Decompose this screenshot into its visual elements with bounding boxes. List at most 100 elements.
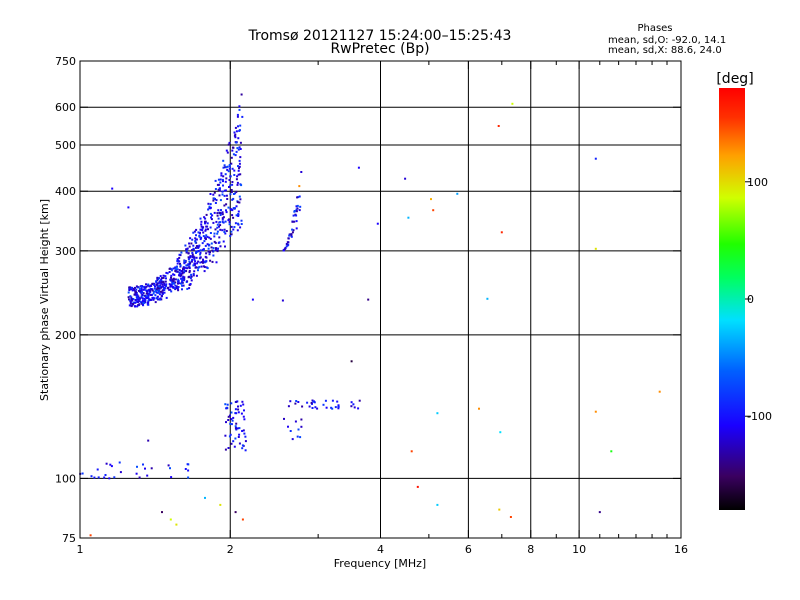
data-point xyxy=(217,183,220,186)
data-point xyxy=(171,286,174,288)
plot-points xyxy=(79,93,661,537)
data-point xyxy=(234,425,237,428)
data-point xyxy=(196,250,199,253)
data-point xyxy=(234,437,237,440)
data-point xyxy=(230,411,233,414)
data-point xyxy=(187,469,190,472)
data-point xyxy=(184,244,187,247)
data-point xyxy=(225,209,227,212)
data-point xyxy=(229,414,231,417)
data-point xyxy=(192,273,195,275)
data-point xyxy=(176,287,179,290)
data-point xyxy=(227,170,230,173)
data-point xyxy=(161,292,164,294)
data-point xyxy=(144,467,146,470)
data-point xyxy=(237,210,240,213)
data-point xyxy=(228,186,230,188)
data-point xyxy=(170,268,173,271)
y-tick-label: 75 xyxy=(62,532,76,545)
data-point xyxy=(160,282,163,285)
y-tick-label: 100 xyxy=(55,472,76,485)
data-point xyxy=(231,183,234,186)
data-point xyxy=(209,259,212,262)
data-point xyxy=(205,213,208,216)
data-point xyxy=(206,222,209,225)
data-point xyxy=(177,282,179,285)
data-point xyxy=(201,229,204,232)
data-point xyxy=(500,231,503,234)
data-point xyxy=(166,272,169,275)
data-point xyxy=(194,241,197,244)
data-point xyxy=(219,245,222,248)
data-point xyxy=(146,474,149,477)
data-point xyxy=(176,258,179,261)
data-point xyxy=(228,179,231,181)
data-point xyxy=(235,178,238,181)
data-point xyxy=(299,436,302,439)
data-point xyxy=(197,245,200,248)
data-point xyxy=(138,298,141,301)
data-point xyxy=(129,302,132,305)
data-point xyxy=(225,211,228,214)
data-point xyxy=(180,251,183,254)
data-point xyxy=(241,430,244,432)
data-point xyxy=(235,141,238,144)
data-point xyxy=(157,298,159,301)
data-point xyxy=(207,228,209,231)
data-point xyxy=(331,399,334,402)
data-point xyxy=(294,402,297,405)
data-point xyxy=(221,217,224,220)
data-point xyxy=(213,191,216,194)
data-point xyxy=(171,281,174,284)
data-point xyxy=(163,287,166,289)
data-point xyxy=(154,285,156,288)
data-point xyxy=(201,248,204,251)
data-point xyxy=(127,296,130,299)
data-point xyxy=(214,188,217,190)
data-point xyxy=(161,289,164,292)
data-point xyxy=(205,225,208,228)
data-point xyxy=(223,194,226,197)
data-point xyxy=(224,434,227,437)
data-point xyxy=(226,168,229,171)
data-point xyxy=(135,472,138,475)
data-point xyxy=(163,289,166,291)
data-point xyxy=(376,222,379,225)
data-point xyxy=(195,274,198,277)
data-point xyxy=(155,289,157,292)
data-point xyxy=(232,440,235,443)
data-point xyxy=(172,273,175,276)
data-point xyxy=(313,401,316,404)
data-point xyxy=(146,301,149,304)
colorbar xyxy=(719,88,745,510)
data-point xyxy=(133,293,136,296)
data-point xyxy=(212,221,215,224)
data-point xyxy=(156,276,159,279)
data-point xyxy=(498,508,501,511)
data-point xyxy=(132,303,135,305)
data-point xyxy=(237,215,240,217)
data-point xyxy=(183,276,185,279)
data-point xyxy=(325,406,328,409)
data-point xyxy=(208,236,211,239)
data-point xyxy=(218,236,221,239)
data-point xyxy=(233,131,236,134)
data-point xyxy=(156,286,159,289)
data-point xyxy=(142,463,144,466)
data-point xyxy=(110,465,113,468)
data-point xyxy=(312,400,315,403)
data-point xyxy=(195,252,197,254)
data-point xyxy=(225,194,228,197)
data-point xyxy=(165,283,168,286)
data-point xyxy=(130,296,133,299)
data-point xyxy=(223,228,226,231)
data-point xyxy=(175,270,178,273)
data-point xyxy=(311,407,314,409)
data-point xyxy=(152,292,155,295)
data-point xyxy=(165,277,167,280)
data-point xyxy=(436,412,439,415)
data-point xyxy=(242,415,245,418)
data-point xyxy=(153,290,156,293)
data-point xyxy=(230,423,233,426)
data-point xyxy=(105,462,108,465)
